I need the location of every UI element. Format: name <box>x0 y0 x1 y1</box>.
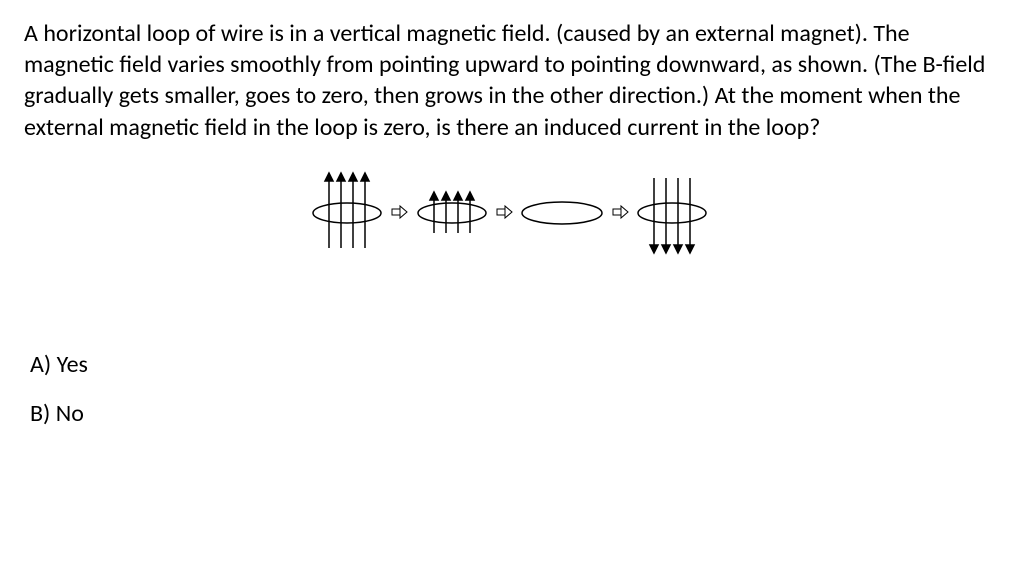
transition-arrow-1 <box>392 206 407 218</box>
stage-4-down-large <box>638 178 706 253</box>
answer-option-a: A) Yes <box>30 343 1000 386</box>
transition-arrow-2 <box>497 206 512 218</box>
stage-2-up-small <box>418 192 486 233</box>
answer-list: A) Yes B) No <box>30 343 1000 435</box>
question-text: A horizontal loop of wire is in a vertic… <box>24 18 1000 143</box>
diagram-svg <box>307 163 717 263</box>
transition-arrow-3 <box>613 206 628 218</box>
stage-3-zero <box>522 202 602 224</box>
stage-1-up-large <box>313 173 381 248</box>
answer-option-b: B) No <box>30 392 1000 435</box>
diagram-container <box>24 163 1000 263</box>
magnetic-field-diagram <box>307 163 717 263</box>
